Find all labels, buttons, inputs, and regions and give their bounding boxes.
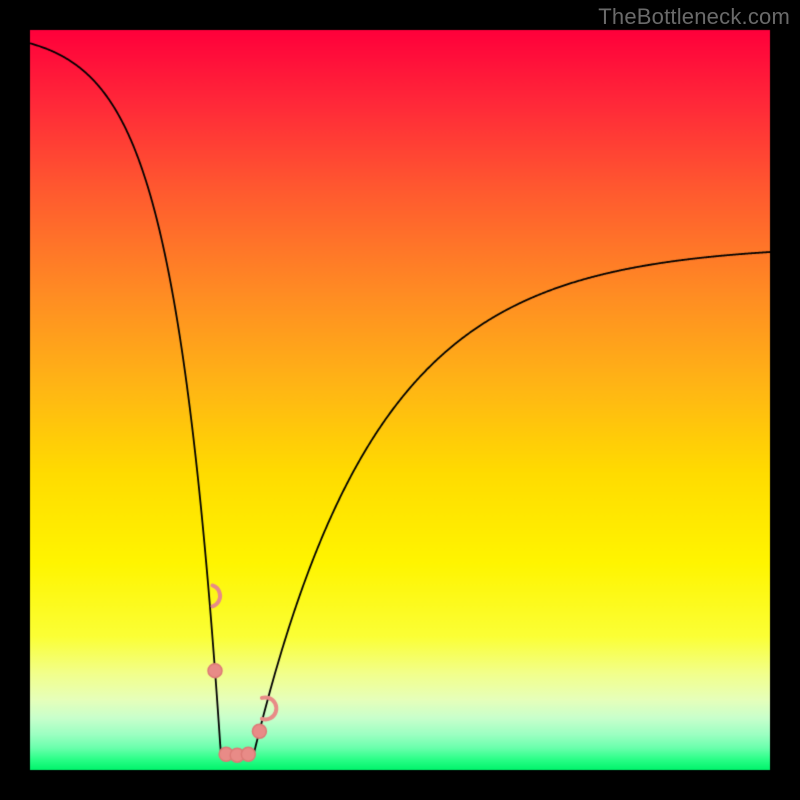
chart-container: TheBottleneck.com [0, 0, 800, 800]
bottleneck-chart [0, 0, 800, 800]
watermark-label: TheBottleneck.com [598, 4, 790, 30]
